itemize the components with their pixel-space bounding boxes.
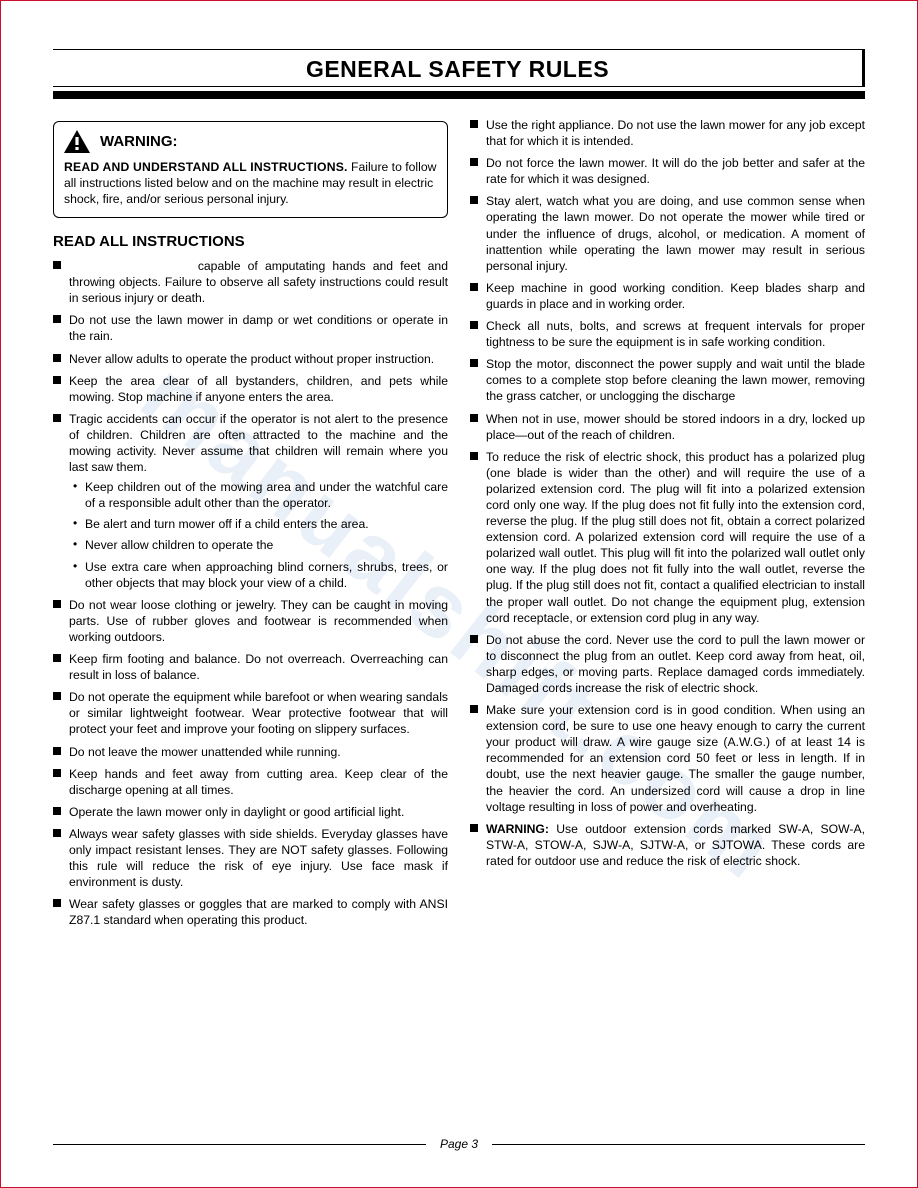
warning-triangle-icon [64, 130, 90, 153]
left-list: The rotating blade is capable of amputat… [53, 258, 448, 928]
list-item: Do not operate the equipment while baref… [53, 689, 448, 737]
bold-prefix: WARNING: [486, 822, 549, 836]
thick-rule [53, 91, 865, 99]
page-footer: Page 3 [53, 1137, 865, 1151]
list-item-text: Keep firm footing and balance. Do not ov… [69, 652, 448, 682]
list-item-text: Keep hands and feet away from cutting ar… [69, 767, 448, 797]
list-item-text: When not in use, mower should be stored … [486, 412, 865, 442]
list-item: Stop the motor, disconnect the power sup… [470, 356, 865, 404]
list-item-text: Operate the lawn mower only in daylight … [69, 805, 404, 819]
sub-list: Keep children out of the mowing area and… [69, 479, 448, 591]
list-item: Wear safety glasses or goggles that are … [53, 896, 448, 928]
list-item-text: Always wear safety glasses with side shi… [69, 827, 448, 889]
list-item: Use the right appliance. Do not use the … [470, 117, 865, 149]
list-item: Make sure your extension cord is in good… [470, 702, 865, 815]
list-item: Keep machine in good working condition. … [470, 280, 865, 312]
warning-header: WARNING: [64, 130, 437, 153]
list-item-text: Wear safety glasses or goggles that are … [69, 897, 448, 927]
list-item: Do not abuse the cord. Never use the cor… [470, 632, 865, 696]
list-item: Operate the lawn mower only in daylight … [53, 804, 448, 820]
list-item-text: Do not abuse the cord. Never use the cor… [486, 633, 865, 695]
list-item: Always wear safety glasses with side shi… [53, 826, 448, 890]
list-item-text: Use the right appliance. Do not use the … [486, 118, 865, 148]
list-item: Do not force the lawn mower. It will do … [470, 155, 865, 187]
title-band: GENERAL SAFETY RULES [53, 49, 865, 87]
list-item-text: Do not operate the equipment while baref… [69, 690, 448, 736]
columns: WARNING: READ AND UNDERSTAND ALL INSTRUC… [53, 117, 865, 934]
list-item-text: Stop the motor, disconnect the power sup… [486, 357, 865, 403]
sub-list-item: Keep children out of the mowing area and… [73, 479, 448, 511]
left-column: WARNING: READ AND UNDERSTAND ALL INSTRUC… [53, 117, 448, 934]
list-item-text: Never allow adults to operate the produc… [69, 352, 434, 366]
list-item: When not in use, mower should be stored … [470, 411, 865, 443]
list-item-text: Do not force the lawn mower. It will do … [486, 156, 865, 186]
list-item-text: Keep the area clear of all bystanders, c… [69, 374, 448, 404]
list-item-text: capable of amputating hands and feet and… [69, 259, 448, 305]
list-item: Do not leave the mower unattended while … [53, 744, 448, 760]
list-item-text: Check all nuts, bolts, and screws at fre… [486, 319, 865, 349]
section-heading: READ ALL INSTRUCTIONS [53, 232, 448, 252]
list-item: Do not wear loose clothing or jewelry. T… [53, 597, 448, 645]
list-item: Check all nuts, bolts, and screws at fre… [470, 318, 865, 350]
list-item: Stay alert, watch what you are doing, an… [470, 193, 865, 273]
list-item: WARNING: Use outdoor extension cords mar… [470, 821, 865, 869]
footer-rule-right [492, 1144, 865, 1145]
list-item-text: Do not wear loose clothing or jewelry. T… [69, 598, 448, 644]
list-item: Keep hands and feet away from cutting ar… [53, 766, 448, 798]
list-item: Keep the area clear of all bystanders, c… [53, 373, 448, 405]
list-item: Never allow adults to operate the produc… [53, 351, 448, 367]
page-frame: manualshift.com GENERAL SAFETY RULES WAR… [0, 0, 918, 1188]
content-frame: manualshift.com GENERAL SAFETY RULES WAR… [53, 49, 865, 1151]
footer-rule-left [53, 1144, 426, 1145]
list-item-text: Do not leave the mower unattended while … [69, 745, 341, 759]
list-item-text: To reduce the risk of electric shock, th… [486, 450, 865, 625]
warning-box: WARNING: READ AND UNDERSTAND ALL INSTRUC… [53, 121, 448, 218]
list-item: The rotating blade is capable of amputat… [53, 258, 448, 306]
sub-list-item: Be alert and turn mower off if a child e… [73, 516, 448, 532]
warning-text: READ AND UNDERSTAND ALL INSTRUCTIONS. Fa… [64, 159, 437, 207]
warning-label: WARNING: [100, 132, 178, 152]
sub-list-item: Use extra care when approaching blind co… [73, 559, 448, 591]
warning-lead: READ AND UNDERSTAND ALL INSTRUCTIONS. [64, 160, 348, 174]
list-item-text: Keep machine in good working condition. … [486, 281, 865, 311]
list-item: Do not use the lawn mower in damp or wet… [53, 312, 448, 344]
list-item-text: Stay alert, watch what you are doing, an… [486, 194, 865, 272]
list-item: Keep firm footing and balance. Do not ov… [53, 651, 448, 683]
list-item-text: Make sure your extension cord is in good… [486, 703, 865, 814]
page-number: Page 3 [436, 1137, 482, 1151]
sub-list-item: Never allow children to operate the [73, 537, 448, 553]
right-list: Use the right appliance. Do not use the … [470, 117, 865, 869]
page-title: GENERAL SAFETY RULES [53, 56, 862, 83]
list-item: To reduce the risk of electric shock, th… [470, 449, 865, 626]
list-item-text: Do not use the lawn mower in damp or wet… [69, 313, 448, 343]
list-item-text: Tragic accidents can occur if the operat… [69, 412, 448, 474]
right-column: Use the right appliance. Do not use the … [470, 117, 865, 934]
list-item: Tragic accidents can occur if the operat… [53, 411, 448, 591]
